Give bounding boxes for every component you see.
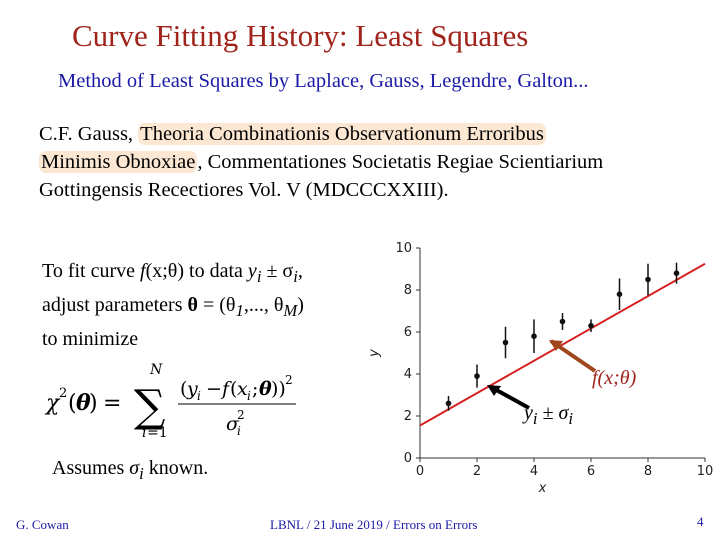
y-tick-label: 8 [404, 283, 412, 298]
assumes-sub: i [139, 464, 144, 483]
svg-text:;: ; [252, 378, 258, 400]
y-tick-label: 0 [404, 451, 412, 466]
citation-title-highlight-1: Theoria Combinationis Observationum Erro… [138, 123, 546, 145]
svg-text:2: 2 [237, 408, 245, 422]
citation-volume: Gottingensis Recectiores Vol. V (MDCCCXX… [39, 179, 449, 201]
svg-text:i: i [237, 424, 241, 438]
data-arrow-head [487, 385, 501, 396]
svg-text:(: ( [180, 378, 187, 400]
data-point [502, 339, 509, 346]
x-tick-label: 8 [644, 464, 652, 479]
svg-text:): ) [89, 391, 98, 416]
data-point [445, 400, 452, 407]
svg-text:y: y [186, 378, 198, 400]
assumes-sigma: σ [129, 457, 140, 479]
y-tick-label: 6 [404, 325, 412, 340]
fit-text-part: to data [184, 260, 248, 282]
svg-text:−: − [206, 378, 222, 400]
data-point [645, 276, 651, 283]
data-label-sub: i [532, 409, 538, 428]
svg-text:i: i [247, 389, 251, 403]
fit-text-sub: i [293, 267, 298, 286]
data-point-label: yi ± σi [524, 402, 573, 429]
svg-text:i: i [142, 425, 146, 441]
fit-arrow-head [549, 340, 563, 351]
svg-text:i: i [197, 389, 201, 403]
svg-text:θ: θ [259, 378, 272, 400]
data-label-y: y [524, 402, 533, 424]
y-tick-label: 4 [404, 367, 412, 382]
fit-text-part: = (θ [197, 294, 236, 316]
fit-text-sub: 1 [235, 301, 244, 320]
x-tick-label: 10 [697, 464, 714, 479]
svg-text:f: f [220, 378, 232, 400]
fit-text-sub: M [283, 301, 298, 320]
slide-subtitle: Method of Least Squares by Laplace, Gaus… [58, 70, 589, 92]
fit-text-theta: θ [187, 294, 198, 316]
x-tick-label: 6 [587, 464, 595, 479]
x-tick-label: 4 [530, 464, 538, 479]
svg-text:(: ( [68, 391, 77, 416]
data-point [673, 270, 680, 276]
slide-title: Curve Fitting History: Least Squares [72, 18, 529, 53]
data-point [616, 291, 623, 297]
svg-text:∑: ∑ [134, 381, 165, 432]
svg-text:2: 2 [59, 386, 67, 401]
svg-text:x: x [237, 378, 248, 400]
svg-text:(: ( [230, 378, 237, 400]
chi-squared-formula: χ 2 ( θ ) = N ∑ i =1 ( y i − f ( x i ; θ… [44, 362, 296, 441]
citation-title-highlight-2: Minimis Obnoxiae [39, 151, 198, 173]
plot-area [420, 248, 705, 458]
x-tick-label: 2 [473, 464, 481, 479]
fit-text-sub: i [256, 267, 262, 286]
svg-text:=1: =1 [147, 425, 168, 441]
fit-text-y: y [247, 260, 257, 282]
svg-text:θ: θ [76, 390, 91, 416]
fit-text-args: (x;θ) [145, 260, 185, 282]
svg-text:N: N [149, 362, 163, 378]
data-point [474, 373, 480, 379]
svg-text:=: = [103, 391, 121, 416]
fit-text-f: f [140, 260, 146, 282]
assumes-text: Assumes [52, 457, 130, 479]
citation-author: C.F. Gauss, [39, 123, 134, 145]
gauss-citation: C.F. Gauss, Theoria Combinationis Observ… [39, 120, 709, 204]
assumption-note: Assumes σi known. [52, 457, 208, 484]
footer-author: G. Cowan [16, 517, 69, 532]
fit-description: To fit curve f(x;θ) to data yi ± σi, adj… [42, 257, 392, 353]
fit-text-part: adjust parameters [42, 294, 188, 316]
citation-journal: , Commentationes Societatis Regiae Scien… [197, 151, 604, 173]
data-point [559, 318, 566, 325]
data-point [531, 333, 537, 339]
y-tick-label: 2 [404, 409, 412, 424]
fit-text-pm: ± σ [261, 260, 294, 282]
page-number: 4 [697, 514, 704, 529]
fit-line [419, 262, 706, 427]
fit-label-text: f(x;θ) [592, 367, 637, 389]
least-squares-plot: 0 2 4 6 8 10 0 2 4 6 8 10 x y [367, 241, 714, 496]
svg-text:χ: χ [44, 391, 61, 416]
data-label-pm: ± σ [537, 402, 569, 424]
svg-text:σ: σ [226, 413, 240, 435]
data-point [588, 322, 594, 329]
fit-function-label: f(x;θ) [592, 367, 636, 390]
fit-text-part: to minimize [42, 328, 139, 350]
x-tick-label: 0 [416, 464, 424, 479]
data-label-sub: i [568, 409, 574, 428]
fit-text-part: To fit curve [42, 260, 141, 282]
assumes-text: known. [143, 457, 209, 479]
fit-text-part: ) [297, 294, 304, 316]
x-axis-label: x [538, 481, 547, 496]
fit-text-part: , [297, 260, 303, 282]
fit-text-part: ,..., θ [243, 294, 284, 316]
y-tick-label: 10 [395, 241, 412, 256]
y-axis-label: y [367, 349, 382, 358]
svg-text:)): )) [271, 378, 286, 400]
svg-text:2: 2 [285, 373, 293, 387]
footer-event: LBNL / 21 June 2019 / Errors on Errors [270, 517, 478, 532]
